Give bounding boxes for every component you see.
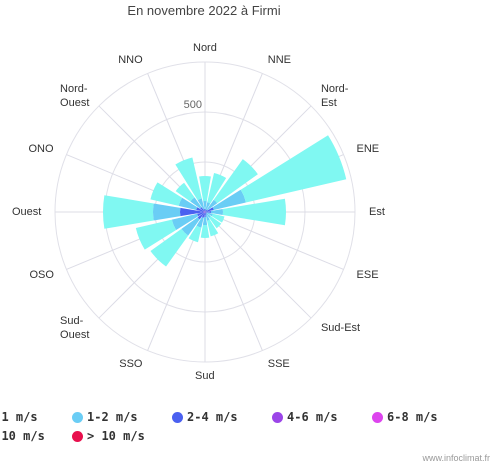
legend-marker xyxy=(72,431,83,442)
legend-label: 1-2 m/s xyxy=(87,410,138,424)
legend-label: < 1 m/s xyxy=(0,410,38,424)
wedge xyxy=(150,182,183,206)
wedge xyxy=(211,213,225,223)
legend-marker xyxy=(72,412,83,423)
category-label: NNE xyxy=(267,54,291,67)
wedge xyxy=(205,207,214,212)
wedge xyxy=(205,212,207,215)
category-label: Nord- Ouest xyxy=(60,83,90,110)
category-label: Ouest xyxy=(12,206,42,218)
wedge xyxy=(178,197,198,210)
legend-label: > 10 m/s xyxy=(87,429,145,443)
wedge xyxy=(205,210,207,212)
wedge xyxy=(152,203,181,221)
wedge xyxy=(206,212,213,217)
wedge xyxy=(213,159,258,204)
wedge xyxy=(204,212,205,213)
wedge xyxy=(188,225,202,243)
wedge xyxy=(240,135,347,203)
category-label: Sud xyxy=(195,370,215,382)
wedge xyxy=(204,212,206,217)
wedge xyxy=(204,211,205,212)
wedge xyxy=(204,208,206,212)
wedge xyxy=(203,211,205,213)
wedge xyxy=(204,212,205,213)
legend-label: 4-6 m/s xyxy=(287,410,338,424)
category-label: SSO xyxy=(119,357,143,370)
wedge xyxy=(196,207,205,212)
wedge xyxy=(197,212,205,220)
category-label: NNO xyxy=(118,54,143,67)
wedge xyxy=(200,207,205,212)
wedge xyxy=(205,211,206,212)
legend-label: 8-10 m/s xyxy=(0,429,45,443)
category-label: ENE xyxy=(356,143,380,156)
category-label: Sud-Est xyxy=(320,321,361,334)
category-label: Nord- Est xyxy=(320,83,349,110)
wedge xyxy=(206,199,218,211)
wedge xyxy=(205,212,207,214)
wedge xyxy=(181,217,200,236)
category-label: Est xyxy=(369,206,385,218)
legend-label: 2-4 m/s xyxy=(187,410,238,424)
legend-marker xyxy=(172,412,183,423)
legend-marker xyxy=(272,412,283,423)
y-tick-label: 500 xyxy=(184,99,202,111)
wedge xyxy=(201,212,205,218)
wedge xyxy=(205,209,208,212)
category-label: Sud- Ouest xyxy=(60,314,90,341)
wedge xyxy=(150,228,189,267)
credit: www.infoclimat.fr xyxy=(421,453,490,463)
wedge xyxy=(203,209,205,212)
wedge xyxy=(135,219,177,250)
category-label: Nord xyxy=(193,42,217,54)
wedge xyxy=(171,213,199,230)
grid-spoke xyxy=(204,211,312,319)
wedge xyxy=(199,176,211,202)
wedge xyxy=(222,198,286,226)
wedge xyxy=(197,198,205,210)
category-label: SSE xyxy=(267,357,290,370)
wedge xyxy=(200,224,210,239)
category-label: ESE xyxy=(356,268,379,281)
category-label: ONO xyxy=(28,143,54,156)
wedge xyxy=(205,212,207,214)
wedge xyxy=(205,211,211,213)
wedge xyxy=(190,197,202,209)
wedge xyxy=(102,195,154,229)
wedge xyxy=(196,217,204,228)
wedge xyxy=(180,207,204,217)
wedge xyxy=(202,216,208,226)
wedge xyxy=(206,213,211,218)
legend-label: 6-8 m/s xyxy=(387,410,438,424)
wedge xyxy=(210,209,223,215)
wedge xyxy=(209,216,222,229)
wedge xyxy=(197,212,205,217)
wedge xyxy=(205,214,210,221)
wedge xyxy=(175,182,195,202)
legend-marker xyxy=(372,412,383,423)
wedge xyxy=(212,189,246,210)
wedge xyxy=(175,157,202,201)
wedge xyxy=(203,201,207,210)
chart-title: En novembre 2022 à Firmi xyxy=(127,3,280,18)
wedge xyxy=(205,202,211,211)
wedge xyxy=(204,212,205,213)
wedge xyxy=(204,211,205,212)
wedge xyxy=(207,219,219,237)
grid-spoke xyxy=(204,211,344,270)
category-label: OSO xyxy=(29,268,54,281)
wedge xyxy=(207,173,227,204)
